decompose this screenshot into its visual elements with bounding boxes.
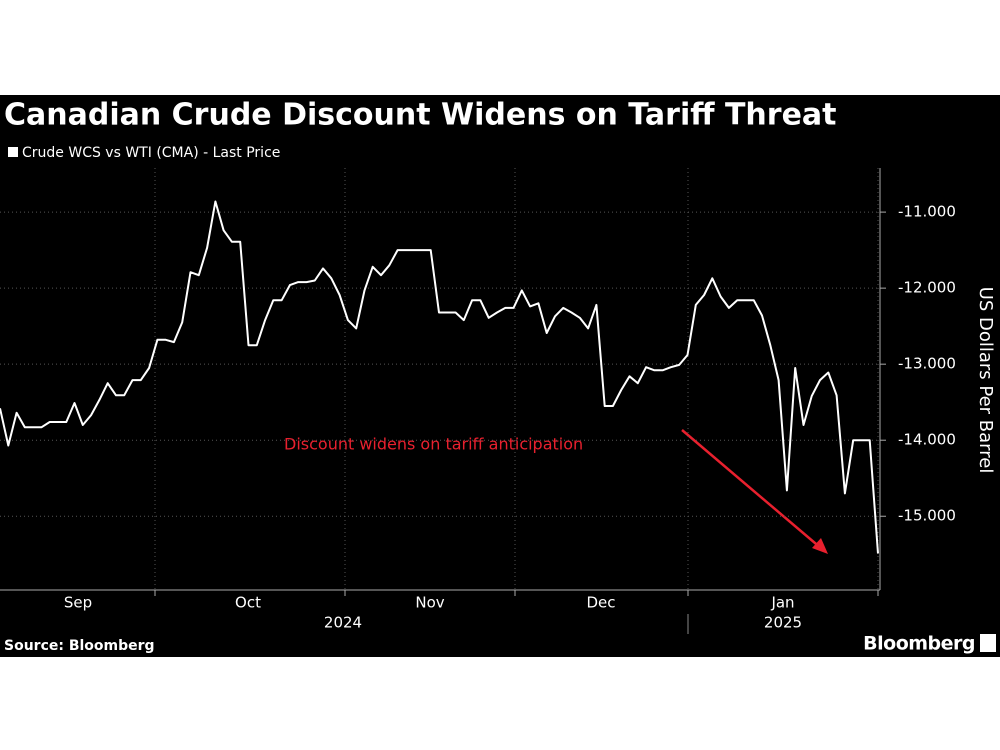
x-tick-label: Nov (415, 594, 444, 612)
x-tick-label: Oct (235, 594, 261, 612)
brand-icon (980, 634, 996, 652)
chart-title: Canadian Crude Discount Widens on Tariff… (4, 98, 837, 133)
legend-label: Crude WCS vs WTI (CMA) - Last Price (22, 145, 280, 161)
y-axis-label: US Dollars Per Barrel (975, 287, 996, 474)
legend-swatch (8, 147, 18, 157)
arrowhead (812, 538, 828, 554)
x-tick-label: Dec (586, 594, 615, 612)
source: Source: Bloomberg (4, 638, 155, 654)
brand: Bloomberg (863, 633, 975, 655)
series-line (0, 200, 879, 554)
x-tick-label: Jan (770, 594, 794, 612)
annotation: Discount widens on tariff anticipation (284, 435, 583, 454)
y-tick-label: -12.000 (898, 279, 956, 297)
y-tick-label: -15.000 (898, 507, 956, 525)
y-tick-label: -14.000 (898, 431, 956, 449)
y-tick-label: -11.000 (898, 203, 956, 221)
y-tick-label: -13.000 (898, 355, 956, 373)
year-label: 2024 (324, 614, 362, 632)
year-label: 2025 (764, 614, 802, 632)
panel (0, 95, 1000, 657)
x-tick-label: Sep (64, 594, 92, 612)
annotation-arrow (681, 429, 823, 550)
